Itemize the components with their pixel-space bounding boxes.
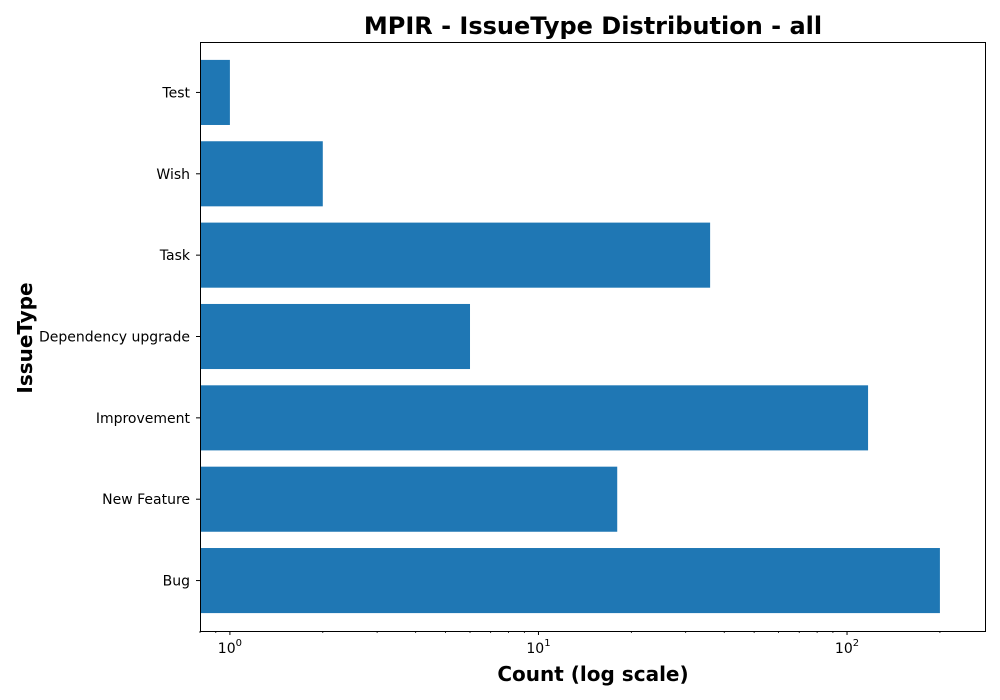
y-tick-label: Bug [163, 574, 190, 590]
x-axis-label: Count (log scale) [497, 662, 688, 686]
bar [200, 466, 618, 532]
y-axis-ticks: Bug New Feature Improvement Dependency upgr… [39, 85, 200, 590]
x-tick-label: 100 [218, 638, 242, 657]
x-tick-base: 10 [218, 641, 236, 657]
chart-title: MPIR - IssueType Distribution - all [364, 12, 822, 40]
x-tick-base: 10 [526, 641, 544, 657]
y-tick-label: Improvement [96, 411, 191, 427]
bars-group [200, 59, 940, 614]
x-tick-exponent: 2 [853, 638, 859, 649]
y-tick-label: Test [161, 85, 190, 101]
y-tick-label: Task [159, 248, 191, 264]
y-axis-label: IssueType [13, 282, 37, 393]
bar [200, 59, 230, 125]
x-tick-base: 10 [835, 641, 853, 657]
bar [200, 303, 471, 370]
x-tick-exponent: 1 [544, 638, 550, 649]
bar [200, 141, 323, 207]
x-tick-exponent: 0 [236, 638, 242, 649]
y-tick-label: Dependency upgrade [39, 330, 190, 346]
y-tick-label: New Feature [102, 492, 190, 508]
bar [200, 548, 940, 614]
x-tick-label: 102 [835, 638, 859, 657]
x-axis-ticks: 100 101 102 [199, 631, 941, 657]
x-tick-label: 101 [526, 638, 550, 657]
bar [200, 385, 869, 451]
bar [200, 222, 711, 288]
plot-frame [200, 42, 986, 632]
y-tick-label: Wish [156, 167, 190, 183]
